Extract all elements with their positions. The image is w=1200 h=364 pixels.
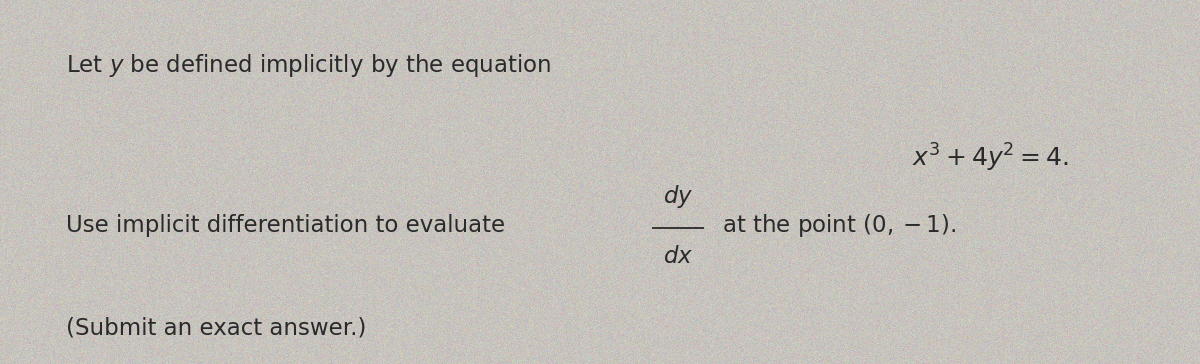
Text: at the point $(0, -1)$.: at the point $(0, -1)$. <box>722 212 956 239</box>
Text: Use implicit differentiation to evaluate: Use implicit differentiation to evaluate <box>66 214 505 237</box>
Text: $dx$: $dx$ <box>662 245 694 268</box>
Text: Let $y$ be defined implicitly by the equation: Let $y$ be defined implicitly by the equ… <box>66 52 551 79</box>
Text: $x^3 + 4y^2 = 4.$: $x^3 + 4y^2 = 4.$ <box>912 142 1069 174</box>
Text: (Submit an exact answer.): (Submit an exact answer.) <box>66 316 366 339</box>
Text: $dy$: $dy$ <box>662 183 694 210</box>
